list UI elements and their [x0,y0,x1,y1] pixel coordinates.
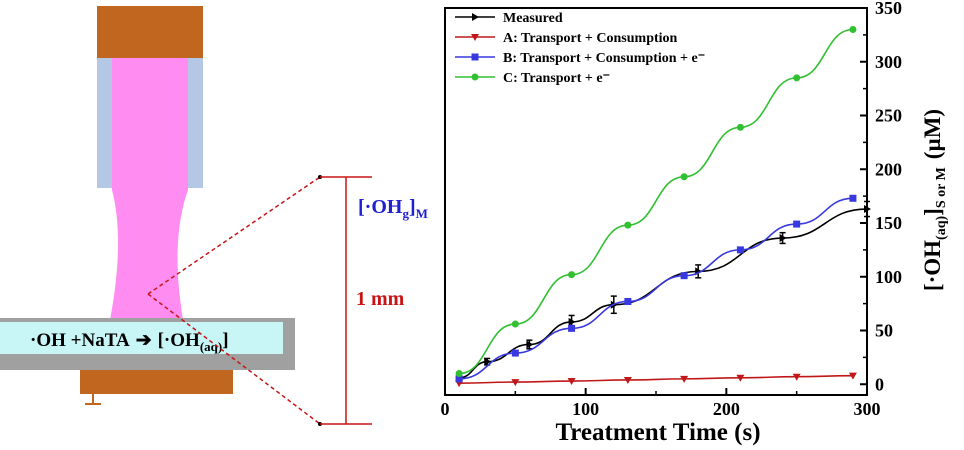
x-tick-label: 200 [713,399,740,419]
data-point [680,173,688,181]
data-point [484,357,492,366]
y-tick-label: 200 [875,159,902,179]
data-point [624,297,632,305]
data-point [849,26,857,33]
zoom-lines [147,176,321,425]
x-tick-label: 0 [441,399,450,419]
legend-item: B: Transport + Consumption + e⁻ [455,51,705,66]
y-tick-label: 150 [875,213,902,233]
bottom-electrode [80,370,233,394]
axis-ticks: 0 100 200 300 0 50 100 150 200 250 300 350 [441,0,903,419]
legend-marker [471,73,479,81]
legend-label: Measured [503,11,563,26]
plasma-column [110,58,188,320]
data-point [511,320,519,328]
data-point [680,272,688,280]
data-point [736,374,745,382]
liquid-layer [0,322,283,354]
y-tick-label: 350 [875,0,902,18]
distance-label: 1 mm [356,288,405,310]
y-tick-label: 300 [875,52,902,72]
series-line [459,28,853,375]
chart: 0 100 200 300 0 50 100 150 200 250 300 350 Treatmen… [441,0,950,446]
data-point [792,373,801,381]
data-point [568,317,576,326]
legend-marker [472,13,479,21]
data-point [793,74,801,82]
data-point [793,220,801,228]
data-point [568,324,576,332]
data-point [511,379,520,387]
data-point [455,375,463,383]
data-point [568,271,576,279]
data-point [736,123,744,131]
y-axis-title: [·OH(aq)]S or M(µM) [920,109,949,291]
data-point [623,376,632,384]
data-point [779,234,787,243]
series-1 [455,372,857,388]
y-tick-label: 100 [875,267,902,287]
reaction-equation: ·OH +NaTA ➔ [·OH(aq)] [30,330,229,354]
y-tick-label: 250 [875,106,902,126]
ground-icon [85,394,101,405]
chart-marks [455,26,871,388]
gas-phase-label: [·OHg]M [358,196,428,221]
data-point [511,349,519,357]
y-tick-label: 0 [875,374,884,394]
legend-item: C: Transport + e⁻ [455,71,610,86]
data-point [849,194,857,202]
x-tick-label: 100 [572,399,599,419]
top-electrode [97,6,203,58]
data-point [624,221,632,229]
y-tick-label: 50 [875,321,893,341]
series-2 [455,194,857,383]
legend-item: Measured [455,11,563,26]
legend: Measured A: Transport + Consumption B: Tra… [455,11,705,86]
plasma-jet-schematic: ·OH +NaTA ➔ [·OH(aq)] [·OHg]M 1 mm [0,6,428,426]
series-line [459,374,853,384]
quartz-tube-left [97,58,112,188]
distance-bracket [320,176,372,425]
legend-marker [471,53,479,61]
data-point [680,375,689,383]
series-3 [455,26,857,377]
x-tick-label: 300 [854,399,881,419]
legend-label: B: Transport + Consumption + e⁻ [503,51,705,66]
legend-label: C: Transport + e⁻ [503,71,610,86]
data-point [848,372,857,380]
data-point [526,340,534,349]
petri-dish [0,318,295,370]
legend-marker [471,34,479,41]
legend-label: A: Transport + Consumption [503,31,678,46]
series-line [459,197,853,380]
x-axis-title: Treatment Time (s) [555,419,760,446]
data-point [736,246,744,254]
legend-item: A: Transport + Consumption [455,31,678,46]
data-point [455,370,463,377]
quartz-tube-right [188,58,203,188]
data-point [567,378,576,386]
